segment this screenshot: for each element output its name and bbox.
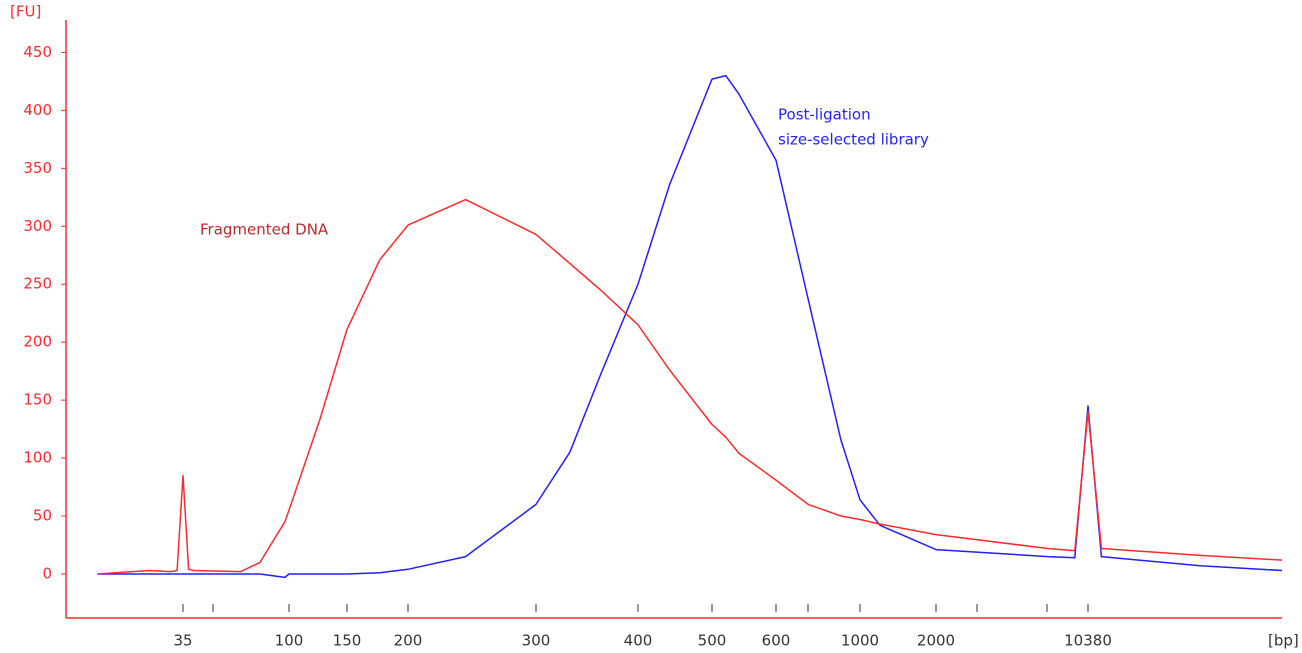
x-tick-label: 200 (394, 632, 423, 650)
y-tick-label: 0 (42, 564, 52, 582)
y-tick-label: 100 (23, 449, 52, 467)
x-tick-label: 35 (173, 632, 192, 650)
x-tick-label: 100 (275, 632, 304, 650)
y-tick-label: 400 (23, 101, 52, 119)
x-tick-label: 2000 (917, 632, 955, 650)
x-tick-label: 600 (762, 632, 791, 650)
y-tick-label: 450 (23, 43, 52, 61)
y-axis-label: [FU] (10, 3, 41, 21)
x-tick-label: 150 (333, 632, 362, 650)
annotation: size-selected library (778, 131, 929, 149)
x-tick-label: 10380 (1064, 632, 1112, 650)
y-tick-label: 250 (23, 275, 52, 293)
x-tick-label: 1000 (841, 632, 879, 650)
y-tick-label: 200 (23, 333, 52, 351)
x-axis-label: [bp] (1268, 632, 1299, 650)
y-tick-label: 300 (23, 217, 52, 235)
annotation: Post-ligation (778, 106, 871, 124)
series-line (97, 74, 1283, 579)
y-tick-label: 50 (33, 507, 52, 525)
y-tick-label: 350 (23, 159, 52, 177)
y-tick-label: 150 (23, 391, 52, 409)
series-line (97, 198, 1283, 575)
annotation: Fragmented DNA (200, 221, 329, 239)
x-tick-label: 500 (698, 632, 727, 650)
x-tick-label: 300 (522, 632, 551, 650)
x-tick-label: 400 (624, 632, 653, 650)
